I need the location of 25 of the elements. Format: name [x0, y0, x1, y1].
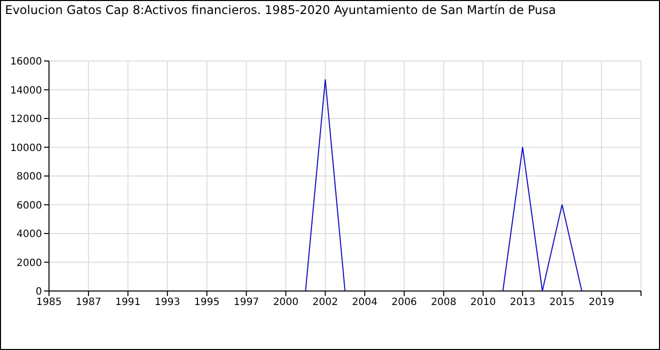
- chart-title: Evolucion Gatos Cap 8:Activos financieros. 1985-2020 Ayuntamiento de San Martín de Pusa: [5, 3, 556, 17]
- x-tick-label: 1993: [154, 297, 180, 308]
- x-tick-label: 2019: [588, 297, 614, 308]
- y-tick-label: 0: [36, 286, 42, 298]
- x-tick-label: 1991: [115, 297, 141, 308]
- x-tick-label: 2008: [430, 297, 456, 308]
- y-tick-label: 10000: [10, 142, 42, 154]
- x-tick-label: 1995: [194, 297, 220, 308]
- x-tick-label: 2015: [549, 297, 575, 308]
- x-tick-label: 1987: [76, 297, 102, 308]
- x-tick-label: 2006: [391, 297, 417, 308]
- x-tick-label: 2000: [273, 297, 299, 308]
- y-tick-label: 8000: [16, 172, 42, 183]
- x-tick-label: 2002: [312, 297, 338, 308]
- x-tick-label: 1997: [234, 297, 260, 308]
- y-tick-label: 6000: [16, 200, 42, 212]
- x-tick-label: 2010: [470, 297, 496, 308]
- x-tick-label: 2004: [352, 297, 378, 308]
- y-tick-label: 14000: [10, 85, 42, 96]
- y-tick-label: 12000: [10, 114, 42, 126]
- y-tick-label: 16000: [10, 56, 42, 68]
- x-tick-label: 1985: [36, 297, 62, 308]
- y-tick-label: 4000: [16, 229, 42, 240]
- x-tick-label: 2013: [510, 297, 536, 308]
- y-tick-label: 2000: [16, 258, 42, 269]
